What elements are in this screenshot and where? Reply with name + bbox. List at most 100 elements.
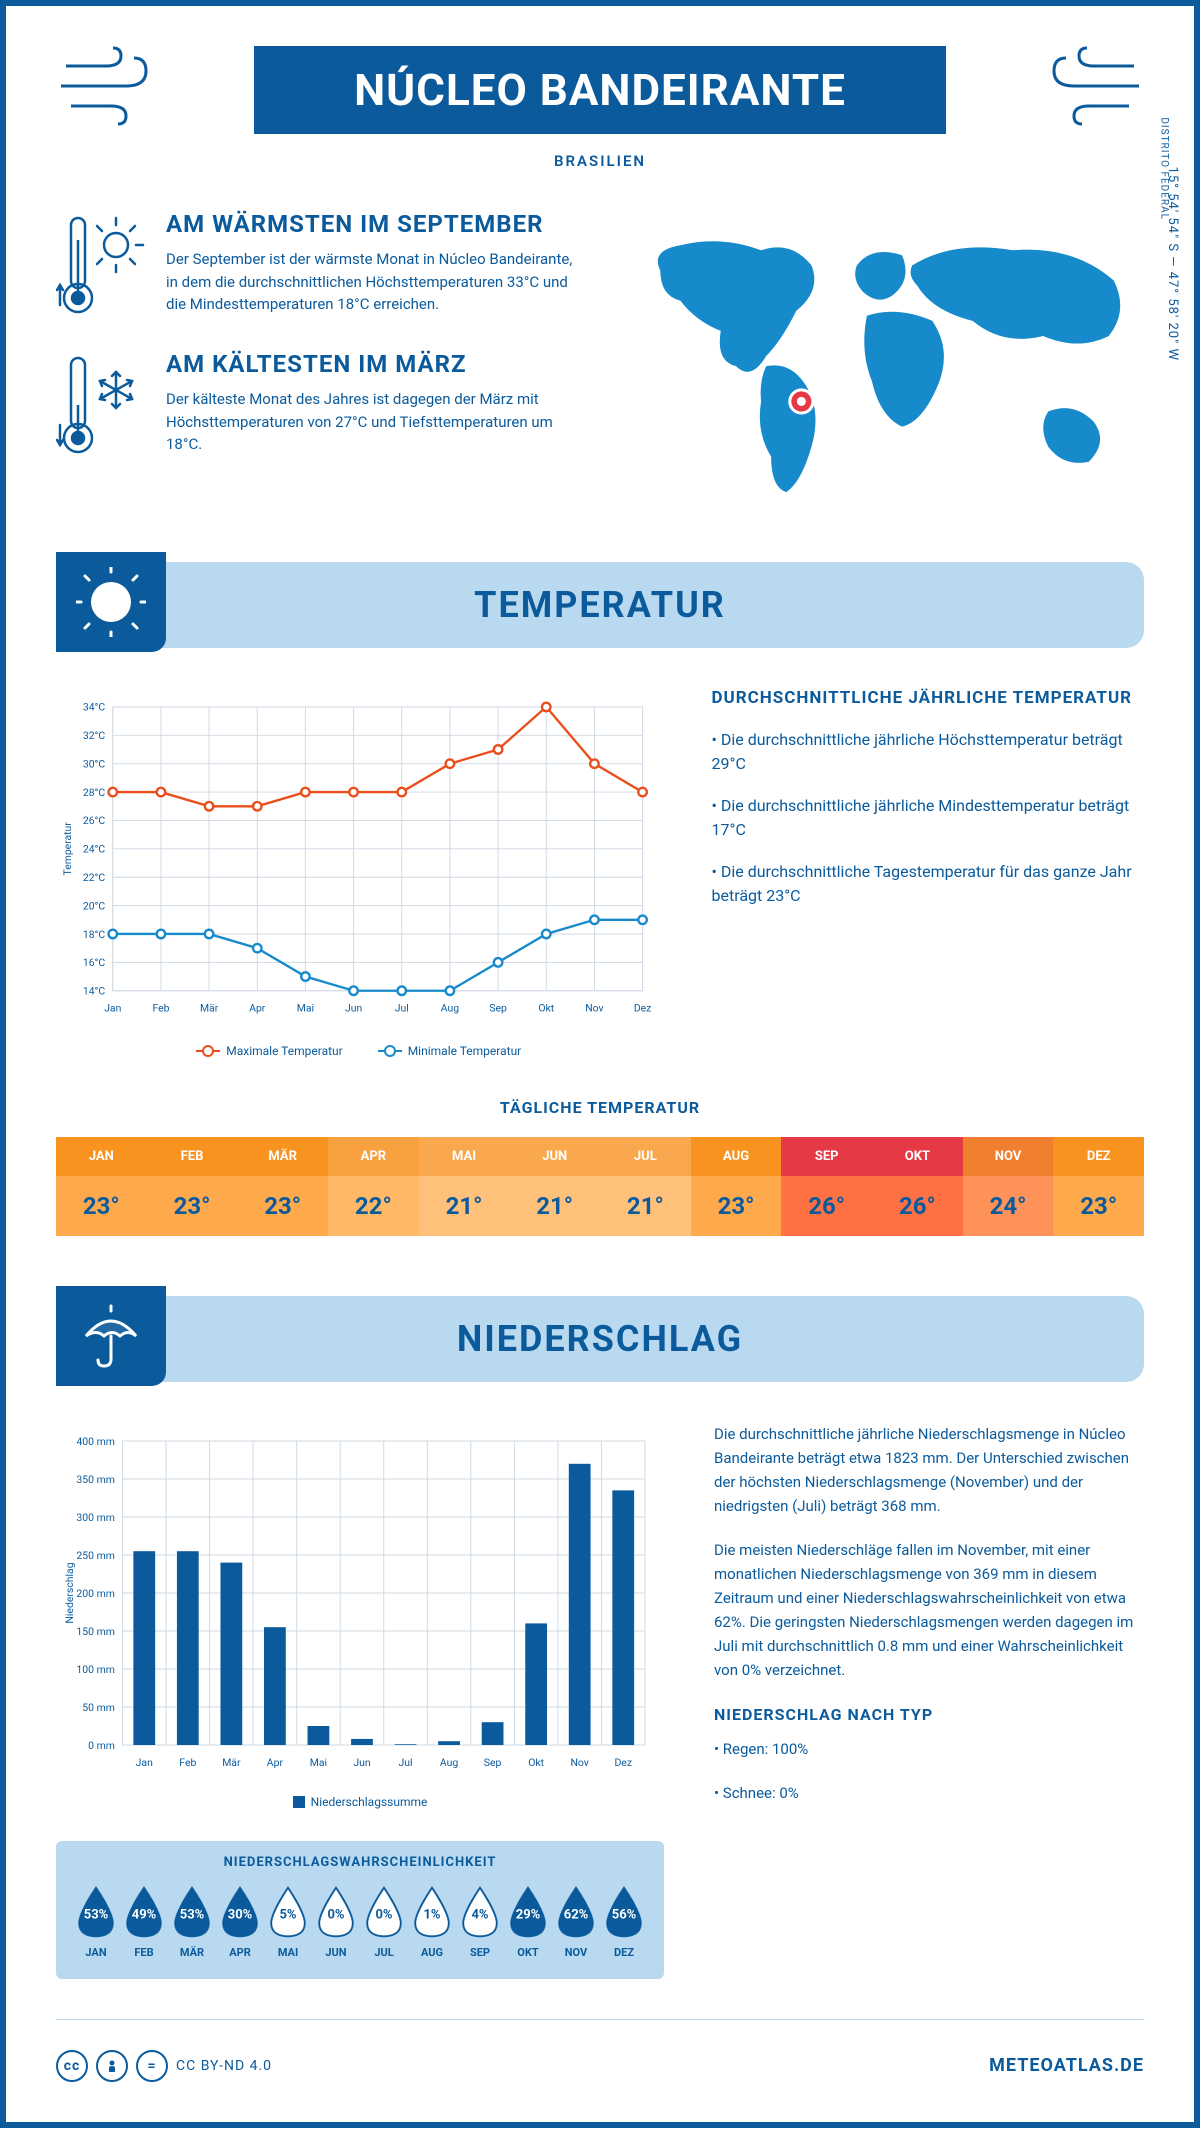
coldest-text: Der kälteste Monat des Jahres ist dagege… — [166, 388, 580, 456]
raindrop-icon: 0% — [314, 1884, 358, 1940]
svg-text:Jun: Jun — [353, 1756, 371, 1769]
page-header: NÚCLEO BANDEIRANTE BRASILIEN — [56, 46, 1144, 170]
svg-text:34°C: 34°C — [83, 701, 106, 714]
svg-text:Apr: Apr — [267, 1756, 284, 1769]
temp-bullet-3: • Die durchschnittliche Tagestemperatur … — [712, 860, 1145, 908]
probability-item: 30%APR — [218, 1884, 262, 1959]
svg-text:Sep: Sep — [484, 1756, 502, 1769]
precipitation-heading: NIEDERSCHLAG — [56, 1318, 1144, 1360]
svg-text:Temperatur: Temperatur — [61, 822, 74, 876]
svg-text:Apr: Apr — [249, 1002, 266, 1015]
footer-brand: METEOATLAS.DE — [989, 2055, 1144, 2076]
probability-item: 56%DEZ — [602, 1884, 646, 1959]
daily-temp-title: TÄGLICHE TEMPERATUR — [56, 1098, 1144, 1117]
wind-icon-left — [56, 46, 176, 126]
raindrop-icon: 49% — [122, 1884, 166, 1940]
svg-text:Jun: Jun — [345, 1002, 362, 1015]
svg-text:32°C: 32°C — [83, 729, 106, 742]
raindrop-icon: 62% — [554, 1884, 598, 1940]
precipitation-chart: 0 mm50 mm100 mm150 mm200 mm250 mm300 mm3… — [56, 1422, 664, 1811]
by-icon — [96, 2050, 128, 2082]
svg-text:16°C: 16°C — [83, 956, 106, 969]
daily-temp-cell: NOV24° — [963, 1137, 1054, 1236]
raindrop-icon: 1% — [410, 1884, 454, 1940]
raindrop-icon: 4% — [458, 1884, 502, 1940]
svg-text:14°C: 14°C — [83, 985, 106, 998]
daily-temp-cell: AUG23° — [691, 1137, 782, 1236]
svg-text:Mär: Mär — [200, 1002, 219, 1015]
thermometer-snow-icon — [56, 350, 146, 460]
probability-item: 29%OKT — [506, 1884, 550, 1959]
raindrop-icon: 53% — [74, 1884, 118, 1940]
svg-text:Feb: Feb — [152, 1002, 169, 1015]
probability-item: 0%JUN — [314, 1884, 358, 1959]
probability-item: 1%AUG — [410, 1884, 454, 1959]
svg-text:250 mm: 250 mm — [76, 1549, 115, 1562]
svg-text:Jan: Jan — [104, 1002, 121, 1015]
sun-icon — [76, 567, 146, 637]
daily-temp-cell: JAN23° — [56, 1137, 147, 1236]
daily-temp-cell: JUL21° — [600, 1137, 691, 1236]
raindrop-icon: 29% — [506, 1884, 550, 1940]
svg-text:Nov: Nov — [570, 1756, 588, 1769]
coordinates: 15° 54' 54" S — 47° 58' 20" W — [1165, 167, 1180, 361]
svg-text:28°C: 28°C — [83, 786, 106, 799]
svg-text:24°C: 24°C — [83, 843, 106, 856]
legend-min: Minimale Temperatur — [378, 1044, 522, 1058]
precip-type-heading: NIEDERSCHLAG NACH TYP — [714, 1702, 1144, 1728]
svg-text:350 mm: 350 mm — [76, 1473, 115, 1486]
svg-text:26°C: 26°C — [83, 815, 106, 828]
legend-max: Maximale Temperatur — [196, 1044, 342, 1058]
daily-temp-cell: MAI21° — [419, 1137, 510, 1236]
svg-text:30°C: 30°C — [83, 758, 106, 771]
probability-item: 53%MÄR — [170, 1884, 214, 1959]
license-badge: cc = CC BY-ND 4.0 — [56, 2050, 272, 2082]
svg-text:18°C: 18°C — [83, 928, 106, 941]
svg-text:Jan: Jan — [136, 1756, 153, 1769]
svg-text:Jul: Jul — [398, 1756, 412, 1769]
svg-text:22°C: 22°C — [83, 871, 106, 884]
svg-text:20°C: 20°C — [83, 900, 106, 913]
svg-text:Aug: Aug — [440, 1756, 459, 1769]
temperature-chart: 14°C 16°C 18°C 20°C 22°C 24°C 26°C 28°C 30°C 32°C… — [56, 688, 662, 1058]
page-footer: cc = CC BY-ND 4.0 METEOATLAS.DE — [56, 2019, 1144, 2082]
coldest-heading: AM KÄLTESTEN IM MÄRZ — [166, 350, 580, 378]
daily-temp-cell: MÄR23° — [237, 1137, 328, 1236]
daily-temp-cell: DEZ23° — [1053, 1137, 1144, 1236]
svg-text:Okt: Okt — [528, 1756, 544, 1769]
precip-para-1: Die durchschnittliche jährliche Niedersc… — [714, 1422, 1144, 1518]
svg-text:400 mm: 400 mm — [76, 1435, 115, 1448]
umbrella-icon — [76, 1301, 146, 1371]
svg-text:200 mm: 200 mm — [76, 1587, 115, 1600]
temperature-heading: TEMPERATUR — [56, 584, 1144, 626]
world-map — [620, 210, 1144, 512]
svg-text:150 mm: 150 mm — [76, 1625, 115, 1638]
intro-section: AM WÄRMSTEN IM SEPTEMBER Der September i… — [56, 210, 1144, 512]
precip-type-1: • Regen: 100% — [714, 1737, 1144, 1761]
precip-para-2: Die meisten Niederschläge fallen im Nove… — [714, 1538, 1144, 1682]
raindrop-icon: 53% — [170, 1884, 214, 1940]
svg-text:Dez: Dez — [634, 1002, 651, 1015]
svg-text:Aug: Aug — [441, 1002, 459, 1015]
raindrop-icon: 0% — [362, 1884, 406, 1940]
svg-text:100 mm: 100 mm — [76, 1663, 115, 1676]
daily-temp-cell: JUN21° — [509, 1137, 600, 1236]
cc-icon: cc — [56, 2050, 88, 2082]
page-subtitle: BRASILIEN — [56, 152, 1144, 170]
svg-text:Niederschlag: Niederschlag — [63, 1562, 76, 1623]
temp-bullet-1: • Die durchschnittliche jährliche Höchst… — [712, 728, 1145, 776]
coldest-block: AM KÄLTESTEN IM MÄRZ Der kälteste Monat … — [56, 350, 580, 460]
svg-text:300 mm: 300 mm — [76, 1511, 115, 1524]
probability-item: 62%NOV — [554, 1884, 598, 1959]
probability-title: NIEDERSCHLAGSWAHRSCHEINLICHKEIT — [74, 1855, 646, 1870]
svg-text:Mai: Mai — [297, 1002, 314, 1015]
thermometer-sun-icon — [56, 210, 146, 320]
probability-item: 5%MAI — [266, 1884, 310, 1959]
probability-item: 53%JAN — [74, 1884, 118, 1959]
raindrop-icon: 5% — [266, 1884, 310, 1940]
temp-bullet-2: • Die durchschnittliche jährliche Mindes… — [712, 794, 1145, 842]
nd-icon: = — [136, 2050, 168, 2082]
warmest-block: AM WÄRMSTEN IM SEPTEMBER Der September i… — [56, 210, 580, 320]
probability-item: 4%SEP — [458, 1884, 502, 1959]
svg-text:Okt: Okt — [538, 1002, 554, 1015]
